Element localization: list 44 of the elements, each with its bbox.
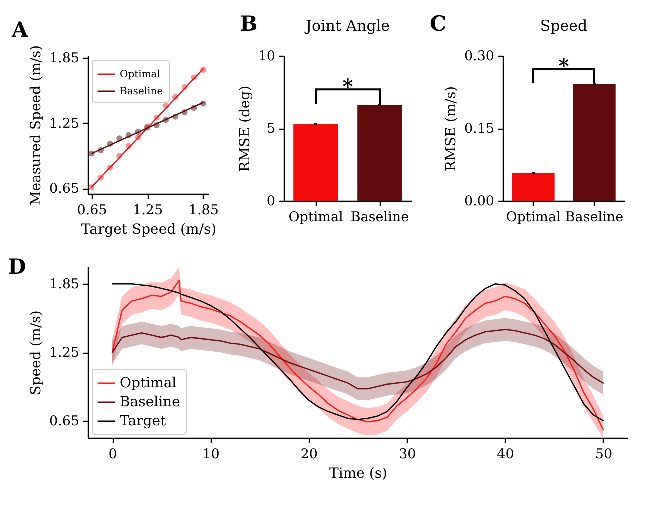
x-tick-label: 30: [398, 446, 416, 462]
chart-title: Joint Angle: [304, 17, 390, 35]
line-series: [112, 329, 604, 390]
annotation: *: [342, 74, 354, 99]
annotation: *: [558, 54, 570, 78]
chart-title: Speed: [540, 17, 588, 35]
legend-label: Optimal: [120, 70, 160, 80]
y-tick-label: 10: [258, 48, 276, 64]
text: B: [240, 11, 258, 36]
y-tick-label: 1.25: [49, 116, 80, 132]
text: C: [430, 11, 447, 36]
x-tick-label: 20: [300, 446, 318, 462]
x-tick-label: 0.65: [77, 202, 108, 218]
y-axis-title: RMSE (deg): [237, 86, 254, 172]
y-axis-title: RMSE (m/s): [443, 86, 460, 172]
x-tick-label: 50: [595, 446, 613, 462]
x-tick-label: 1.85: [188, 202, 219, 218]
text: A: [11, 17, 29, 42]
y-tick-label: 1.85: [49, 276, 80, 293]
y-axis-title: Measured Speed (m/s): [28, 45, 44, 206]
x-axis-title: Target Speed (m/s): [81, 222, 217, 238]
legend-label: Target: [120, 414, 167, 430]
y-tick-label: 5: [266, 121, 276, 137]
text: D: [8, 254, 26, 279]
y-tick-label: 1.85: [49, 50, 80, 67]
legend-label: Baseline: [120, 86, 164, 98]
legend-label: Baseline: [120, 394, 180, 410]
x-tick-label: Baseline: [565, 210, 624, 226]
legend-label: Optimal: [120, 376, 178, 392]
x-tick-label: Optimal: [506, 210, 561, 226]
x-tick-label: Baseline: [350, 210, 410, 226]
y-tick-label: 0.30: [464, 48, 494, 64]
x-tick-label: 0: [108, 446, 118, 462]
y-tick-label: 0.00: [464, 194, 494, 210]
y-tick-label: 1.25: [49, 345, 80, 361]
x-tick-label: 10: [202, 446, 220, 462]
x-tick-label: Optimal: [288, 210, 344, 226]
y-axis-title: Speed (m/s): [28, 310, 44, 396]
y-tick-label: 0.65: [49, 413, 80, 430]
x-axis-title: Time (s): [330, 466, 388, 482]
y-tick-label: 0.15: [464, 121, 494, 137]
y-tick-label: 0.65: [49, 181, 80, 198]
x-tick-label: 40: [497, 446, 514, 462]
x-tick-label: 1.25: [133, 202, 164, 218]
